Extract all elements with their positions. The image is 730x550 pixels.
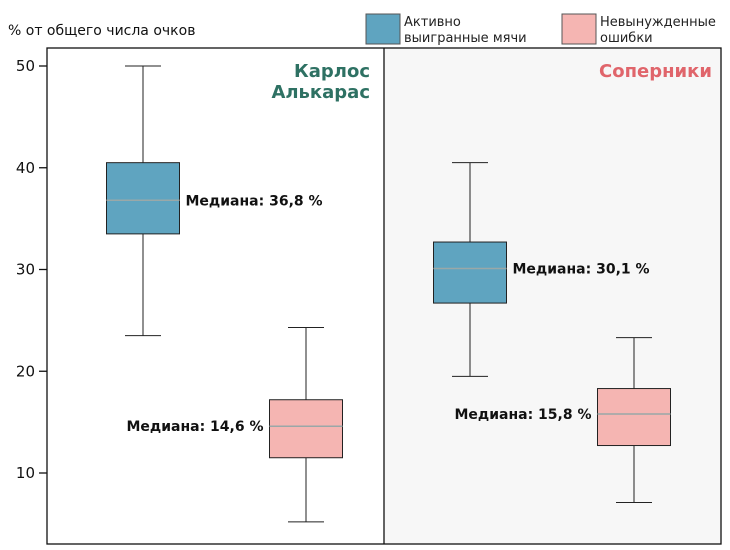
median-label: Медиана: 15,8 % — [454, 407, 591, 423]
legend-label-errors: Невынужденные — [600, 15, 716, 30]
y-tick-label: 10 — [16, 464, 35, 482]
box-winners-opponents: Медиана: 30,1 % — [433, 162, 650, 377]
y-tick-label: 20 — [16, 362, 35, 380]
box-errors-alcaraz: Медиана: 14,6 % — [126, 326, 343, 523]
iqr-box — [269, 399, 343, 459]
median-label: Медиана: 36,8 % — [186, 193, 323, 209]
box-errors-opponents: Медиана: 15,8 % — [454, 337, 671, 504]
median-label: Медиана: 30,1 % — [513, 261, 650, 277]
iqr-box — [597, 388, 671, 447]
box-winners-alcaraz: Медиана: 36,8 % — [106, 65, 323, 337]
panel-title-alcaraz: Алькарас — [271, 82, 370, 103]
box-series: Медиана: 36,8 % Медиана: 14,6 % Медиана: 3… — [106, 65, 671, 523]
legend-label-winners: выигранные мячи — [404, 31, 527, 46]
iqr-box — [106, 162, 180, 235]
y-axis: 10 20 30 40 50 — [16, 57, 47, 482]
legend-label-winners: Активно — [404, 15, 461, 30]
legend-label-errors: ошибки — [600, 31, 653, 46]
y-tick-label: 30 — [16, 261, 35, 279]
legend-swatch-winners — [365, 13, 401, 45]
y-tick-label: 40 — [16, 159, 35, 177]
iqr-box — [433, 241, 507, 304]
panels-background — [46, 47, 722, 545]
panel-title-alcaraz: Карлос — [294, 61, 370, 82]
legend-swatch-errors — [561, 13, 597, 45]
panel-title-opponents: Соперники — [599, 61, 712, 82]
y-tick-label: 50 — [16, 57, 35, 75]
y-axis-title: % от общего числа очков — [8, 23, 195, 39]
median-label: Медиана: 14,6 % — [126, 419, 263, 435]
